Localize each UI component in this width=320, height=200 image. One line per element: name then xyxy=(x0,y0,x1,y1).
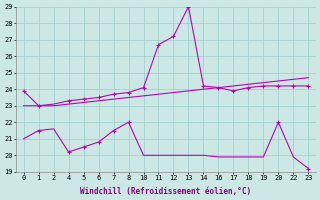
X-axis label: Windchill (Refroidissement éolien,°C): Windchill (Refroidissement éolien,°C) xyxy=(80,187,252,196)
